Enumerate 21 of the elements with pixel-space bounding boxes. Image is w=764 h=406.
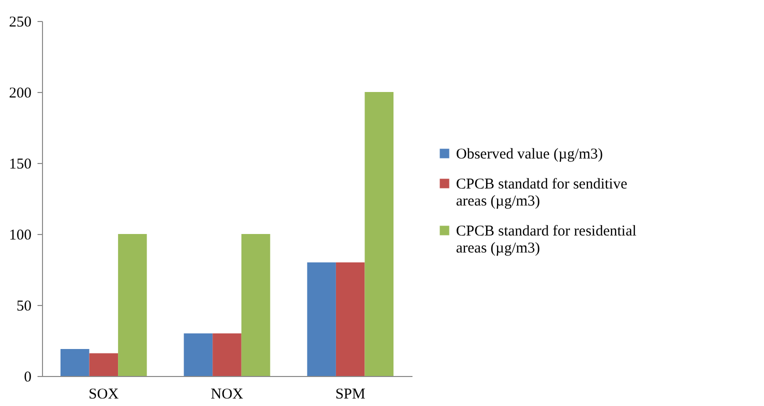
y-tick-label: 0: [24, 370, 32, 386]
bar: [364, 92, 394, 376]
bar: [89, 353, 118, 376]
bar: [60, 349, 90, 376]
y-tick-label: 150: [9, 156, 32, 172]
y-tick-label: 200: [9, 86, 32, 102]
bar: [118, 234, 147, 376]
y-tick-label: 50: [16, 298, 32, 314]
y-tick-label: 100: [9, 228, 32, 244]
y-tick-label: 250: [9, 14, 32, 30]
bar: [336, 262, 365, 376]
legend-label: CPCB standard for residential areas (µg/m3): [456, 224, 636, 256]
x-tick-label: SOX: [88, 386, 119, 402]
legend-label: CPCB standatd for senditive areas (µg/m3): [456, 176, 628, 210]
x-tick-label: NOX: [210, 386, 244, 402]
bar: [212, 333, 242, 376]
bar: [241, 234, 270, 376]
x-tick-label: SPM: [335, 386, 366, 402]
bar: [184, 333, 213, 376]
legend-label: Observed value (µg/m3): [456, 146, 603, 162]
bar: [307, 262, 336, 376]
